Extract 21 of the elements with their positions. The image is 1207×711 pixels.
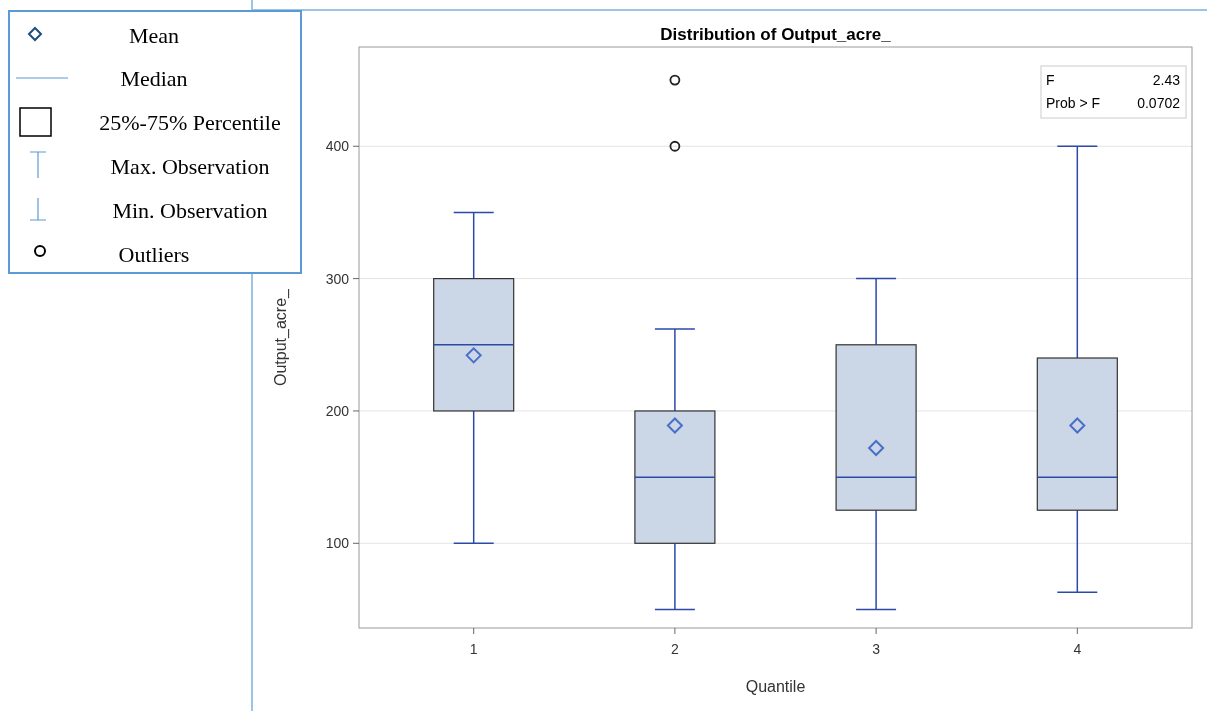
- text: Mean: [128, 22, 180, 48]
- y-tick-label: 300: [325, 270, 350, 287]
- y-tick-label: 400: [325, 138, 350, 155]
- x-tick-label: 4: [1073, 641, 1082, 657]
- x-axis-title: Quantile: [745, 678, 806, 695]
- annotation: Prob > F: [1046, 95, 1101, 111]
- x-tick-label: 2: [671, 641, 679, 657]
- annotation: F: [1046, 72, 1055, 88]
- annotation: 2.43: [1152, 72, 1181, 88]
- text: 25%-75% Percentile: [99, 109, 281, 135]
- y-tick-label: 100: [325, 535, 350, 552]
- text: Max. Observation: [110, 153, 270, 179]
- text: Outliers: [118, 241, 190, 267]
- x-tick-label: 3: [872, 641, 881, 657]
- annotation: 0.0702: [1137, 95, 1181, 111]
- chart-title: Distribution of Output_acre_: [660, 25, 892, 44]
- x-tick-label: 1: [469, 641, 478, 657]
- y-axis-title: Output_acre_: [272, 287, 290, 386]
- text: Min. Observation: [112, 197, 268, 223]
- y-tick-label: 200: [325, 402, 350, 419]
- text: Median: [120, 65, 188, 91]
